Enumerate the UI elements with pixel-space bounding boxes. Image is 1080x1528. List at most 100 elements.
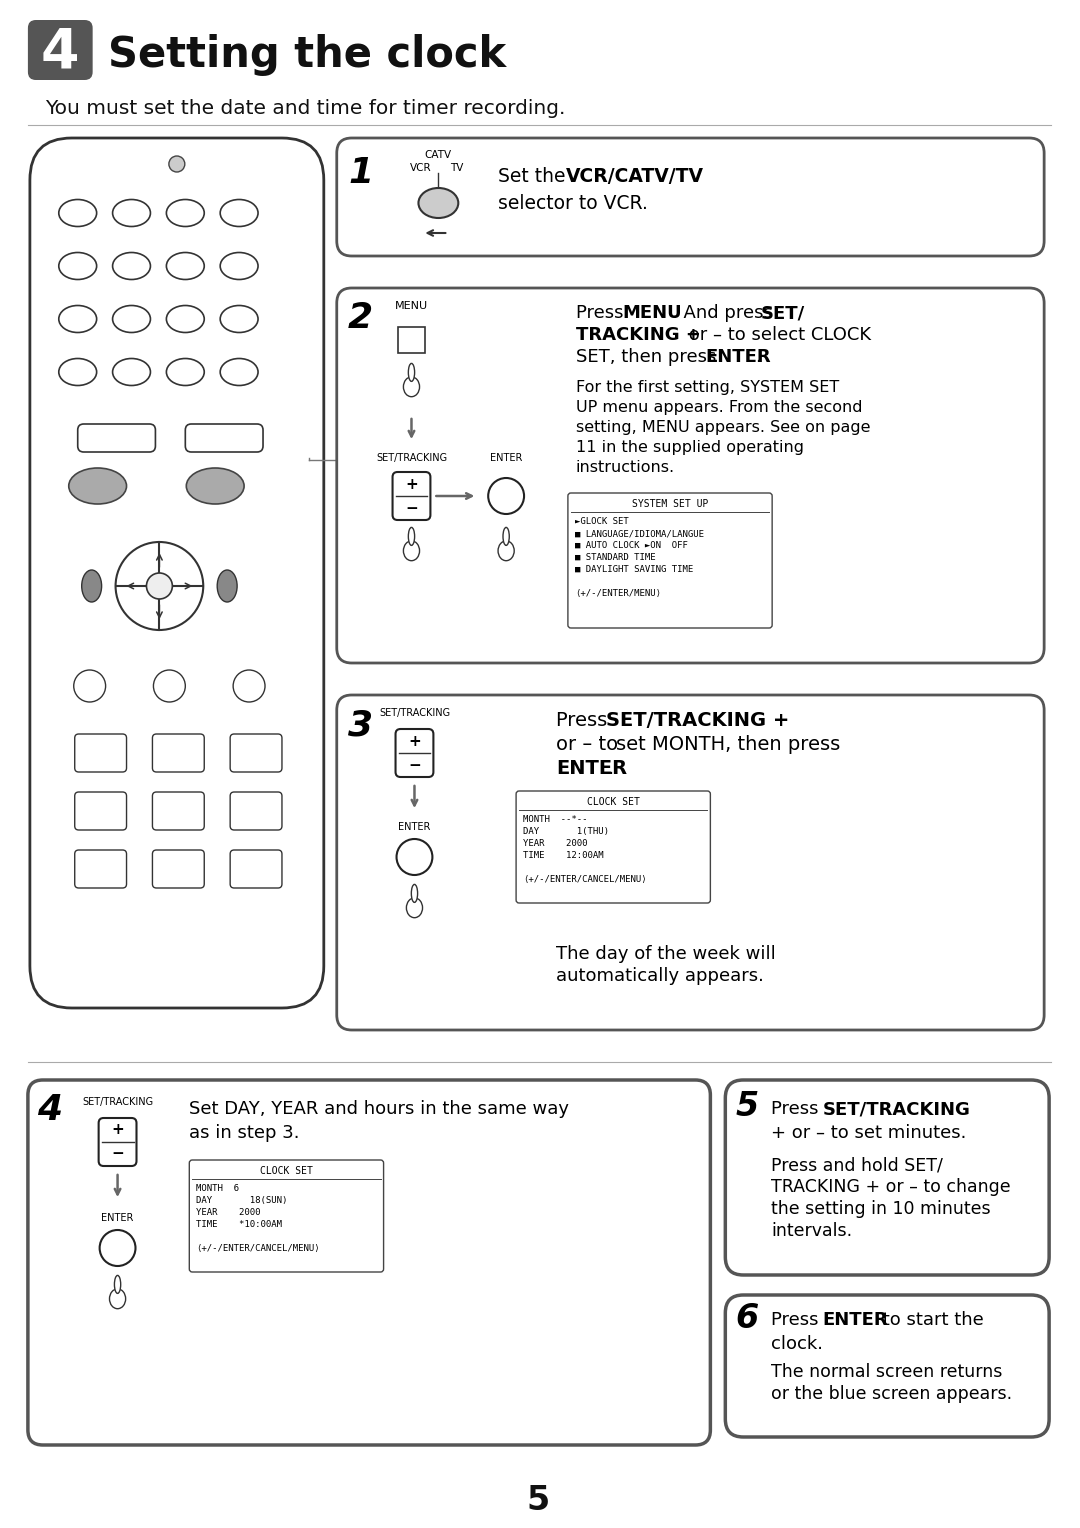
Text: ►GLOCK SET: ►GLOCK SET	[575, 516, 629, 526]
Text: TV: TV	[449, 163, 463, 173]
Text: MONTH  --*--: MONTH --*--	[523, 814, 588, 824]
Text: −: −	[405, 501, 418, 515]
Ellipse shape	[404, 541, 419, 561]
Text: .: .	[608, 759, 615, 778]
Text: 6: 6	[735, 1302, 759, 1335]
FancyBboxPatch shape	[30, 138, 324, 1008]
FancyBboxPatch shape	[337, 287, 1044, 663]
Text: DAY       18(SUN): DAY 18(SUN)	[197, 1196, 287, 1206]
Ellipse shape	[408, 364, 415, 382]
Text: Press: Press	[771, 1100, 824, 1118]
Ellipse shape	[217, 570, 238, 602]
Ellipse shape	[69, 468, 126, 504]
Text: SET/: SET/	[761, 304, 806, 322]
FancyBboxPatch shape	[152, 733, 204, 772]
Text: SET/TRACKING: SET/TRACKING	[823, 1100, 971, 1118]
Ellipse shape	[503, 527, 510, 545]
Text: VCR: VCR	[409, 163, 431, 173]
Text: ⟨+/-/ENTER/CANCEL/MENU⟩: ⟨+/-/ENTER/CANCEL/MENU⟩	[197, 1244, 320, 1253]
Text: SET, then press: SET, then press	[576, 348, 723, 367]
Ellipse shape	[112, 252, 150, 280]
Ellipse shape	[112, 306, 150, 333]
Text: Press: Press	[771, 1311, 824, 1329]
FancyBboxPatch shape	[726, 1296, 1049, 1436]
Ellipse shape	[187, 468, 244, 504]
Text: .: .	[755, 348, 761, 367]
Text: SET/TRACKING: SET/TRACKING	[379, 707, 450, 718]
Text: ■ DAYLIGHT SAVING TIME: ■ DAYLIGHT SAVING TIME	[575, 565, 693, 575]
Ellipse shape	[82, 570, 102, 602]
Text: intervals.: intervals.	[771, 1222, 852, 1241]
Text: 4: 4	[41, 24, 79, 79]
Text: 4: 4	[37, 1093, 63, 1128]
Ellipse shape	[220, 306, 258, 333]
Ellipse shape	[58, 306, 96, 333]
Text: 3: 3	[348, 707, 374, 743]
Text: Setting the clock: Setting the clock	[108, 34, 505, 76]
Ellipse shape	[166, 359, 204, 385]
FancyBboxPatch shape	[189, 1160, 383, 1271]
Text: YEAR    2000: YEAR 2000	[523, 839, 588, 848]
Text: automatically appears.: automatically appears.	[556, 967, 764, 986]
Text: For the first setting, SYSTEM SET: For the first setting, SYSTEM SET	[576, 380, 839, 396]
FancyBboxPatch shape	[28, 20, 93, 79]
Ellipse shape	[112, 200, 150, 226]
FancyBboxPatch shape	[726, 1080, 1049, 1274]
Text: . And press: . And press	[672, 304, 779, 322]
Text: the setting in 10 minutes: the setting in 10 minutes	[771, 1199, 990, 1218]
FancyBboxPatch shape	[75, 733, 126, 772]
Text: +: +	[405, 477, 418, 492]
Text: ENTER: ENTER	[102, 1213, 134, 1222]
Circle shape	[116, 542, 203, 630]
Text: 5: 5	[735, 1089, 759, 1123]
Text: ENTER: ENTER	[822, 1311, 888, 1329]
Text: TRACKING + or – to change: TRACKING + or – to change	[771, 1178, 1011, 1196]
FancyBboxPatch shape	[98, 1118, 136, 1166]
FancyBboxPatch shape	[395, 729, 433, 778]
FancyBboxPatch shape	[75, 850, 126, 888]
Text: −: −	[408, 758, 421, 773]
Text: The normal screen returns: The normal screen returns	[771, 1363, 1002, 1381]
Text: or – to select CLOCK: or – to select CLOCK	[684, 325, 872, 344]
Text: TIME    12:00AM: TIME 12:00AM	[523, 851, 604, 860]
FancyBboxPatch shape	[186, 423, 264, 452]
Text: or – to: or – to	[556, 735, 618, 753]
Text: −: −	[111, 1146, 124, 1161]
Text: 1: 1	[348, 156, 374, 189]
Text: ■ STANDARD TIME: ■ STANDARD TIME	[575, 553, 656, 562]
FancyBboxPatch shape	[337, 138, 1044, 257]
Circle shape	[488, 478, 524, 513]
Ellipse shape	[418, 188, 458, 219]
Text: YEAR    2000: YEAR 2000	[197, 1209, 260, 1216]
Text: selector to VCR.: selector to VCR.	[498, 194, 648, 212]
Text: VCR/CATV/TV: VCR/CATV/TV	[566, 167, 704, 185]
Text: TRACKING +: TRACKING +	[576, 325, 701, 344]
Text: CLOCK SET: CLOCK SET	[586, 798, 639, 807]
FancyBboxPatch shape	[230, 792, 282, 830]
Circle shape	[396, 839, 432, 876]
Text: 11 in the supplied operating: 11 in the supplied operating	[576, 440, 804, 455]
Text: as in step 3.: as in step 3.	[189, 1125, 300, 1141]
Text: ENTER: ENTER	[399, 822, 431, 833]
Ellipse shape	[166, 200, 204, 226]
Text: ■ LANGUAGE/IDIOMA/LANGUE: ■ LANGUAGE/IDIOMA/LANGUE	[575, 529, 704, 538]
Circle shape	[233, 669, 265, 701]
Ellipse shape	[166, 306, 204, 333]
Ellipse shape	[220, 359, 258, 385]
Circle shape	[168, 156, 185, 173]
Text: clock.: clock.	[771, 1335, 823, 1352]
FancyBboxPatch shape	[337, 695, 1044, 1030]
Circle shape	[153, 669, 186, 701]
Text: SET/TRACKING: SET/TRACKING	[376, 452, 447, 463]
FancyBboxPatch shape	[75, 792, 126, 830]
FancyBboxPatch shape	[392, 472, 431, 520]
FancyBboxPatch shape	[28, 1080, 711, 1445]
Text: CATV: CATV	[424, 150, 451, 160]
Text: Set the: Set the	[498, 167, 571, 185]
Text: instructions.: instructions.	[576, 460, 675, 475]
Circle shape	[147, 573, 173, 599]
Text: Press and hold SET/: Press and hold SET/	[771, 1157, 943, 1174]
Text: SET/TRACKING: SET/TRACKING	[82, 1097, 153, 1106]
Ellipse shape	[58, 200, 96, 226]
Ellipse shape	[166, 252, 204, 280]
